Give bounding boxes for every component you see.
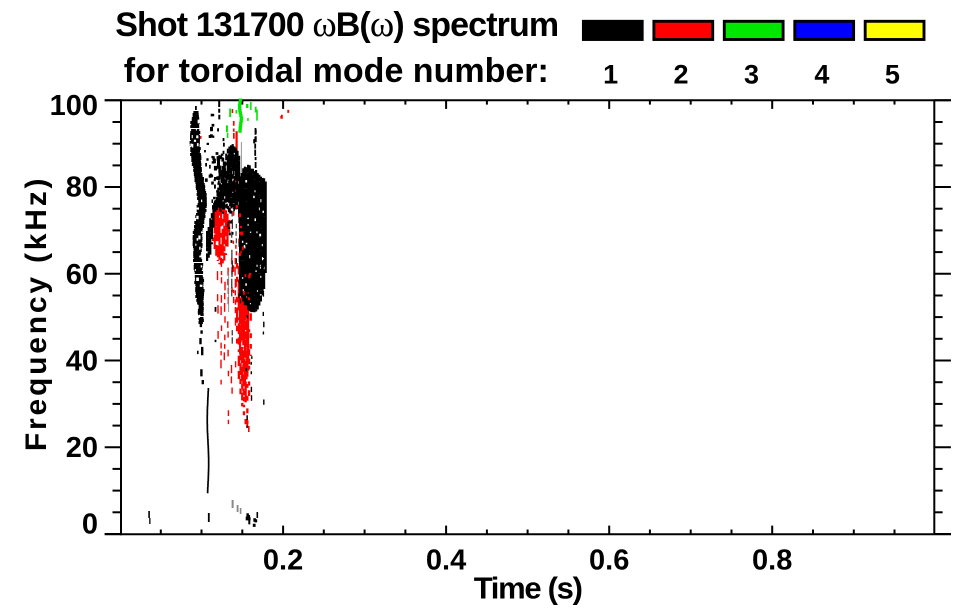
svg-text:0.4: 0.4: [426, 545, 466, 577]
svg-text:100: 100: [50, 90, 98, 122]
svg-text:3: 3: [744, 60, 759, 90]
svg-text:20: 20: [66, 432, 98, 464]
svg-text:2: 2: [673, 60, 688, 90]
svg-text:0: 0: [82, 509, 98, 541]
svg-text:0.2: 0.2: [263, 545, 303, 577]
svg-text:1: 1: [603, 60, 618, 90]
svg-text:80: 80: [66, 171, 98, 203]
svg-text:4: 4: [814, 60, 829, 90]
svg-text:5: 5: [885, 60, 900, 90]
svg-text:for toroidal mode number:: for toroidal mode number:: [124, 52, 549, 90]
svg-text:0.6: 0.6: [589, 545, 629, 577]
svg-text:Time (s): Time (s): [474, 570, 582, 605]
svg-text:60: 60: [66, 259, 98, 291]
svg-text:40: 40: [66, 346, 98, 378]
svg-text:0.8: 0.8: [752, 545, 792, 577]
svg-text:Shot 131700 ωB(ω) spectrum: Shot 131700 ωB(ω) spectrum: [115, 4, 558, 45]
svg-text:Frequency (kHz): Frequency (kHz): [20, 176, 53, 451]
